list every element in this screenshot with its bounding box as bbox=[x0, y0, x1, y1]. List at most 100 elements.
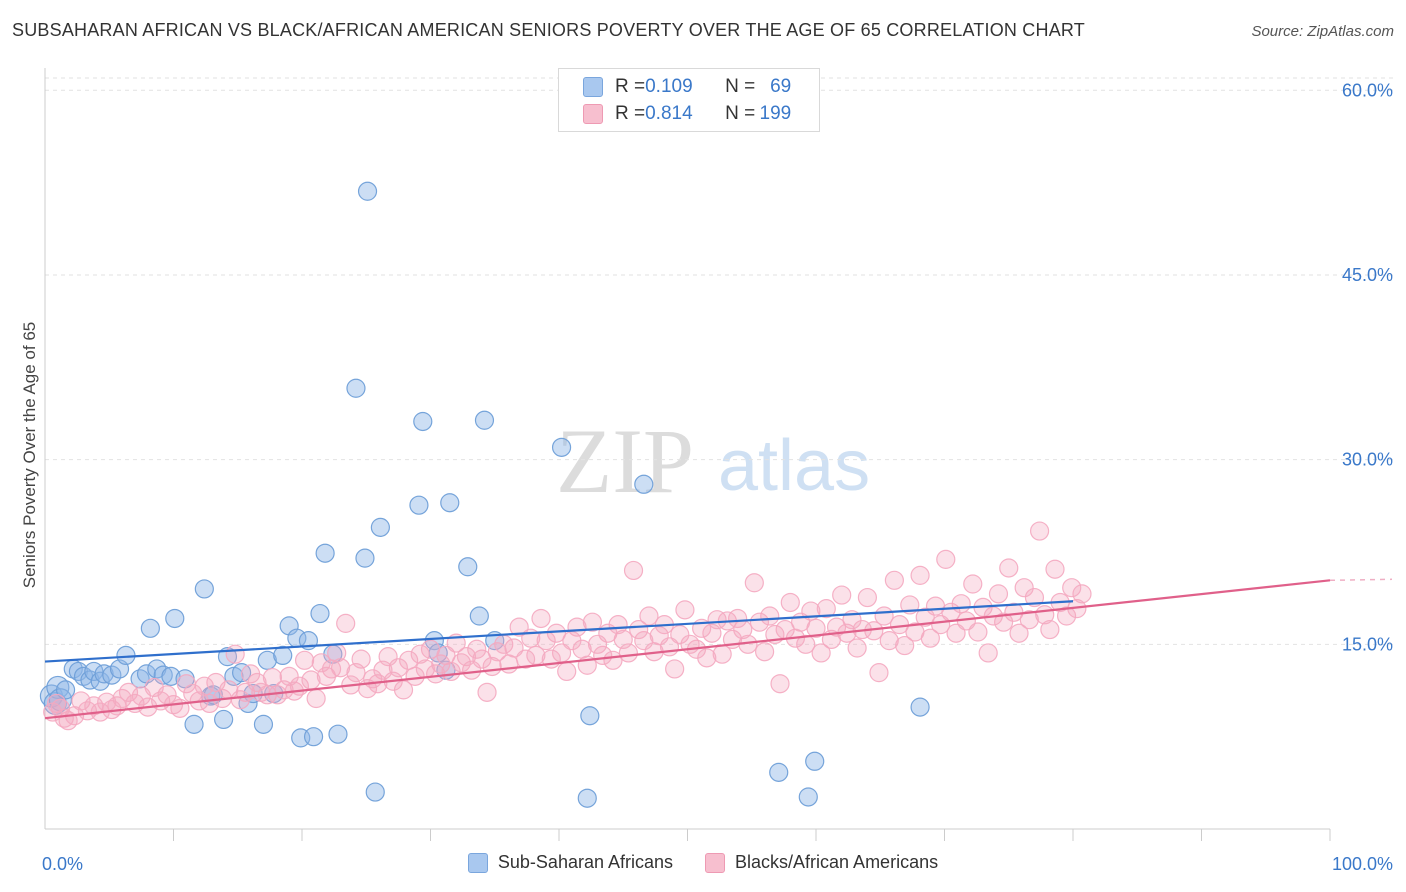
data-point bbox=[847, 638, 867, 658]
data-point bbox=[370, 517, 390, 537]
data-point bbox=[499, 654, 519, 674]
data-point bbox=[946, 623, 966, 643]
data-point bbox=[273, 645, 293, 666]
legend-r-value: 0.109 bbox=[645, 76, 693, 97]
data-point bbox=[978, 643, 998, 663]
data-point bbox=[618, 643, 638, 663]
data-point bbox=[199, 693, 220, 714]
data-point bbox=[749, 612, 770, 632]
data-point bbox=[140, 618, 160, 638]
data-point bbox=[857, 587, 878, 608]
data-point bbox=[1009, 623, 1029, 643]
data-point bbox=[1019, 610, 1039, 630]
legend-r-value: 0.814 bbox=[645, 103, 693, 124]
data-point bbox=[440, 493, 460, 513]
watermark-atlas: atlas bbox=[718, 426, 870, 506]
legend-label-black: Blacks/African Americans bbox=[735, 852, 939, 872]
data-point bbox=[225, 644, 245, 664]
data-point bbox=[629, 619, 649, 640]
chart-title: SUBSAHARAN AFRICAN VS BLACK/AFRICAN AMER… bbox=[12, 20, 1085, 40]
data-point bbox=[509, 617, 529, 637]
trend-line-black-extension bbox=[1329, 578, 1393, 582]
data-point bbox=[951, 594, 971, 614]
data-point bbox=[279, 666, 299, 686]
data-point bbox=[474, 410, 495, 430]
data-point bbox=[728, 608, 748, 629]
data-point bbox=[796, 634, 816, 654]
legend-n-label: N = bbox=[725, 76, 756, 97]
data-point bbox=[336, 613, 356, 633]
data-point bbox=[409, 495, 429, 515]
data-point bbox=[988, 584, 1009, 604]
data-point bbox=[194, 676, 214, 696]
data-point bbox=[388, 658, 408, 678]
data-point bbox=[413, 411, 433, 432]
legend-swatch-subsaharan bbox=[467, 852, 488, 873]
legend-label-subsaharan: Sub-Saharan Africans bbox=[497, 852, 674, 872]
data-point bbox=[546, 623, 567, 643]
data-point bbox=[477, 682, 497, 702]
data-point bbox=[194, 579, 214, 599]
data-point bbox=[754, 642, 775, 662]
data-point bbox=[879, 631, 899, 651]
y-tick-label: 15.0% bbox=[1342, 634, 1393, 654]
data-point bbox=[247, 672, 267, 693]
data-point bbox=[515, 649, 536, 669]
data-point bbox=[1062, 578, 1082, 598]
data-point bbox=[294, 650, 315, 670]
legend-swatch-black bbox=[705, 852, 726, 873]
data-point bbox=[582, 612, 603, 632]
data-point bbox=[526, 645, 546, 666]
legend-row-black: R = 0.814 N = 199 bbox=[583, 102, 791, 126]
data-point bbox=[675, 600, 695, 620]
data-point bbox=[744, 573, 764, 593]
legend-r-label: R = bbox=[615, 76, 646, 97]
data-point bbox=[577, 788, 597, 808]
y-tick-label: 30.0% bbox=[1342, 450, 1393, 470]
data-point bbox=[94, 664, 114, 684]
data-point bbox=[458, 557, 478, 577]
data-point bbox=[467, 639, 487, 659]
legend-n-value: 199 bbox=[759, 103, 792, 124]
data-point bbox=[623, 560, 644, 581]
data-point bbox=[634, 474, 654, 494]
legend-row-subsaharan: R = 0.109 N = 69 bbox=[583, 75, 791, 99]
data-point bbox=[405, 666, 425, 686]
data-point bbox=[310, 603, 330, 624]
data-point bbox=[806, 618, 826, 638]
trend-line-black bbox=[44, 579, 1331, 720]
data-point bbox=[869, 663, 889, 683]
data-point bbox=[1056, 606, 1077, 626]
data-point bbox=[355, 548, 375, 568]
data-point bbox=[1029, 521, 1050, 541]
data-point bbox=[769, 762, 789, 782]
data-point bbox=[826, 617, 847, 637]
data-point bbox=[910, 565, 930, 585]
data-point bbox=[328, 724, 348, 744]
data-point bbox=[994, 612, 1014, 632]
data-point bbox=[770, 674, 790, 694]
data-point bbox=[315, 543, 335, 563]
data-point bbox=[1040, 619, 1060, 640]
data-point bbox=[931, 615, 951, 635]
data-point bbox=[472, 649, 492, 669]
data-point bbox=[963, 574, 983, 594]
data-point bbox=[357, 181, 378, 201]
data-point bbox=[832, 585, 852, 605]
legend-swatch-subsaharan bbox=[583, 77, 603, 97]
legend-item-black: Blacks/African Americans bbox=[705, 852, 938, 873]
data-point bbox=[805, 751, 825, 771]
data-point bbox=[1024, 587, 1045, 608]
data-point bbox=[184, 714, 204, 734]
data-point bbox=[469, 606, 489, 626]
data-point bbox=[760, 606, 780, 626]
data-point bbox=[118, 682, 139, 702]
grid-lines bbox=[45, 77, 1394, 645]
tick-labels: 15.0% 30.0% 45.0% 60.0% 0.0% 100.0% bbox=[42, 80, 1393, 874]
legend-r-label: R = bbox=[615, 103, 646, 124]
data-point bbox=[365, 782, 385, 802]
data-point bbox=[936, 549, 956, 569]
data-point bbox=[811, 643, 831, 663]
data-point bbox=[504, 638, 524, 658]
data-point bbox=[426, 664, 446, 684]
